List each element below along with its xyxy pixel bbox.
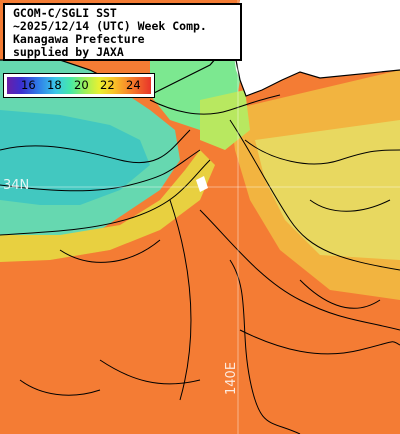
title-line-1: GCOM-C/SGLI SST — [13, 6, 117, 20]
contour-11 — [299, 279, 381, 309]
colorbar-label-22: 22 — [100, 78, 115, 92]
contour-2 — [0, 149, 201, 192]
contour-3 — [0, 159, 211, 236]
contour-9 — [239, 329, 400, 355]
contour-12 — [99, 359, 201, 385]
colorbar-label-16: 16 — [21, 78, 36, 92]
island — [196, 176, 208, 192]
contour-lines — [0, 94, 400, 434]
contour-15 — [309, 199, 391, 212]
contour-8 — [169, 199, 192, 401]
colorbar-label-24: 24 — [126, 78, 141, 92]
cold-core — [0, 110, 150, 205]
title-line-4: supplied by JAXA — [13, 45, 124, 59]
contour-14 — [59, 239, 161, 263]
title-line-2: ~2025/12/14 (UTC) Week Comp. — [13, 19, 207, 33]
contour-7 — [199, 209, 400, 331]
lon-label: 140E — [224, 361, 239, 395]
contour-13 — [19, 379, 101, 396]
colorbar-label-20: 20 — [74, 78, 89, 92]
contour-6 — [244, 139, 400, 165]
north-east-sea — [255, 120, 400, 260]
land-peninsula — [240, 28, 320, 70]
contour-4 — [149, 94, 281, 115]
colorbar-gradient — [7, 77, 151, 94]
title-panel: GCOM-C/SGLI SST ~2025/12/14 (UTC) Week Co… — [3, 3, 242, 61]
contour-5 — [229, 119, 400, 271]
bay-mouth — [200, 90, 250, 150]
colorbar-label-18: 18 — [47, 78, 62, 92]
lat-label: 34N — [3, 178, 30, 193]
title-line-3: Kanagawa Prefecture — [13, 32, 145, 46]
contour-1 — [0, 129, 191, 164]
colorbar: 16 18 20 22 24 — [3, 73, 155, 98]
contour-10 — [229, 259, 301, 434]
